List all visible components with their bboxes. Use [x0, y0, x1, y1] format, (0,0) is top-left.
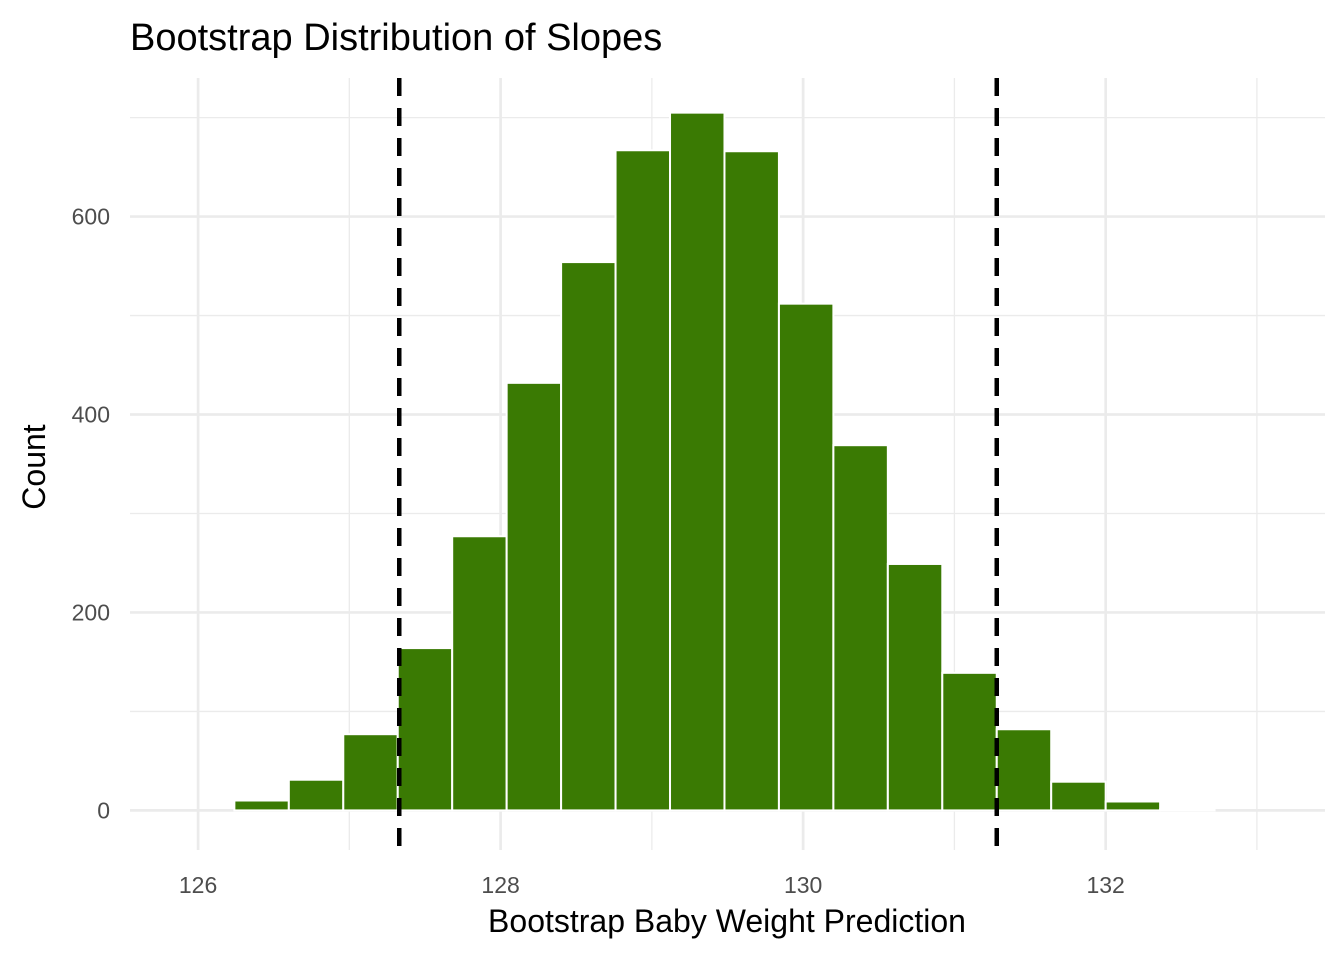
x-tick-label: 132 — [1086, 872, 1124, 898]
histogram-bar — [287, 778, 345, 812]
histogram-bar — [560, 261, 617, 812]
x-tick-label: 128 — [481, 872, 519, 898]
histogram-bar — [941, 671, 998, 812]
histogram-bar — [832, 444, 889, 812]
y-tick-label: 0 — [97, 797, 110, 823]
histogram-bar — [1050, 780, 1107, 812]
histogram-bar — [886, 562, 944, 812]
x-tick-label: 130 — [784, 872, 822, 898]
chart-title: Bootstrap Distribution of Slopes — [130, 17, 662, 59]
histogram-bar — [777, 302, 835, 812]
histogram-bar — [995, 728, 1053, 812]
y-tick-label: 600 — [72, 204, 110, 230]
histogram-bar — [505, 381, 563, 812]
reference-lines — [397, 78, 1000, 850]
histogram-bar — [396, 647, 454, 812]
y-tick-label: 400 — [72, 402, 110, 428]
histogram-bar — [1104, 800, 1162, 812]
histogram-bar — [233, 799, 290, 812]
histogram-bar — [669, 111, 726, 812]
x-tick-label: 126 — [179, 872, 217, 898]
histogram-bar — [1159, 808, 1216, 812]
x-axis-title: Bootstrap Baby Weight Prediction — [488, 903, 966, 939]
tick-labels: 126 128 130 132 0 200 400 600 — [72, 204, 1125, 898]
y-axis-title: Count — [16, 424, 52, 510]
bar-layer — [233, 111, 1216, 812]
histogram-bar — [614, 149, 672, 812]
histogram-bar — [451, 535, 508, 812]
y-tick-label: 200 — [72, 599, 110, 625]
histogram-bar — [723, 150, 780, 812]
histogram-bar — [342, 733, 399, 812]
